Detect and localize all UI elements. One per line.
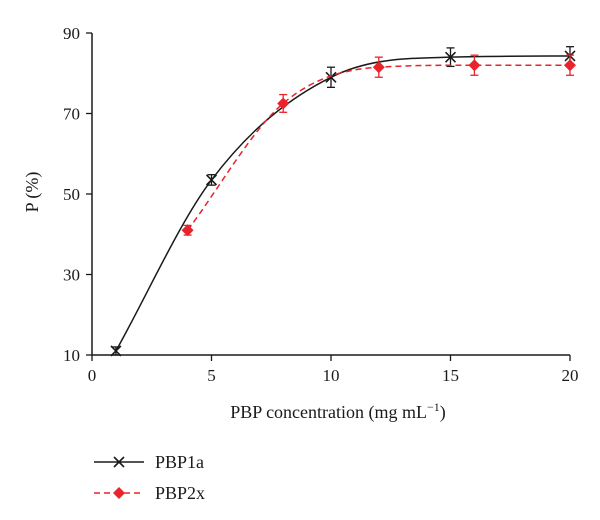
marker-stroke — [110, 345, 122, 357]
x-axis-label-sup: −1 — [427, 400, 440, 414]
legend-item-pbp2x: PBP2x — [94, 483, 205, 503]
marker-stroke — [444, 51, 457, 63]
data-point-pbp1a — [205, 174, 218, 186]
data-point-pbp1a — [110, 345, 122, 357]
y-tick-label: 50 — [63, 185, 80, 204]
y-tick-label: 70 — [63, 105, 80, 124]
legend-marker-shape — [113, 487, 125, 499]
legend-marker-shape — [113, 456, 125, 468]
marker-stroke — [325, 71, 337, 83]
series-pbp1a — [110, 46, 576, 357]
x-tick-label: 0 — [88, 366, 97, 385]
x-tick-label: 5 — [207, 366, 216, 385]
legend-marker-pbp1a — [113, 456, 125, 468]
series-line-pbp2x — [187, 64, 570, 231]
x-tick-label: 15 — [442, 366, 459, 385]
x-tick-label: 10 — [323, 366, 340, 385]
x-tick-label: 20 — [562, 366, 579, 385]
legend-item-pbp1a: PBP1a — [94, 452, 204, 472]
data-point-pbp2x — [372, 61, 385, 74]
data-point-pbp1a — [444, 51, 457, 63]
y-tick-label: 30 — [63, 266, 80, 285]
y-tick-label: 10 — [63, 346, 80, 365]
labels-layer: P (%) PBP concentration (mg mL−1) — [22, 172, 446, 423]
legend-label-pbp1a: PBP1a — [155, 452, 204, 472]
legend-marker-pbp2x — [113, 487, 125, 499]
data-point-pbp2x — [277, 97, 290, 110]
series-line-pbp1a — [115, 55, 571, 352]
x-axis-label-close: ) — [440, 402, 446, 423]
data-point-pbp2x — [564, 59, 576, 72]
x-axis-label: PBP concentration (mg mL−1) — [230, 400, 446, 423]
y-tick-label: 90 — [63, 24, 80, 43]
series-pbp2x — [181, 54, 576, 237]
x-axis-label-main: PBP concentration (mg mL — [230, 402, 427, 423]
series-layer — [110, 46, 576, 357]
data-point-pbp2x — [468, 59, 481, 72]
data-point-pbp2x — [181, 224, 194, 237]
legend-label-pbp2x: PBP2x — [155, 483, 205, 503]
axes: 10 30 50 70 90 0 5 10 15 20 — [63, 24, 579, 385]
marker-stroke — [113, 456, 125, 468]
data-point-pbp1a — [325, 71, 337, 83]
marker-stroke — [205, 174, 218, 186]
legend: PBP1a PBP2x — [94, 452, 205, 503]
y-axis-label: P (%) — [22, 172, 43, 213]
